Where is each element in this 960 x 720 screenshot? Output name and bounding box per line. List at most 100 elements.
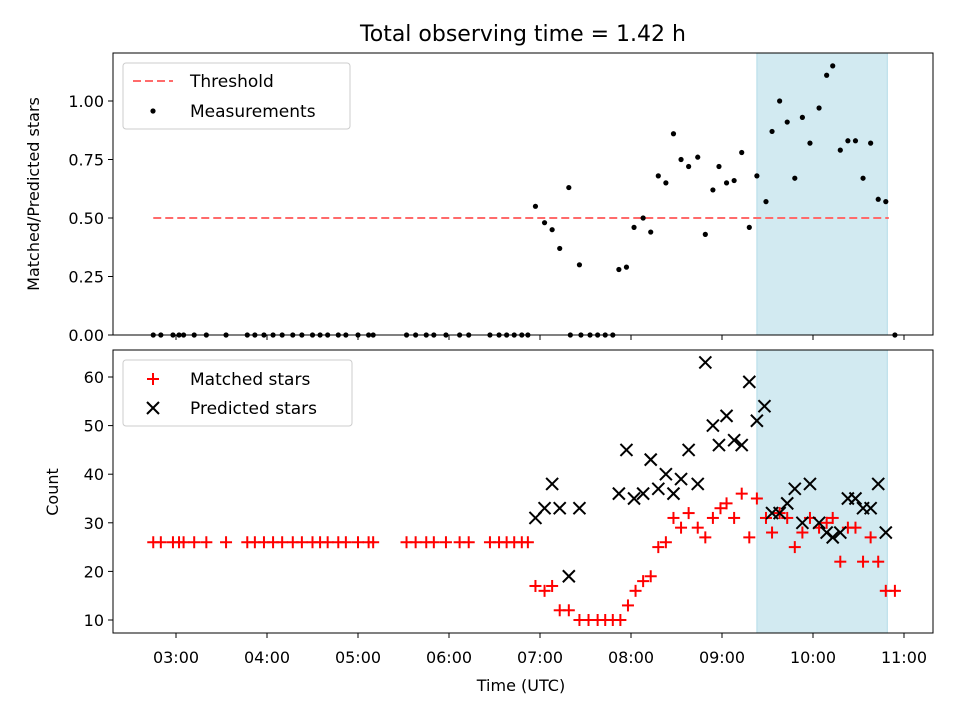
matched-star-point — [295, 536, 308, 549]
matched-star-point — [321, 536, 334, 549]
bottom-y-axis-label: Count — [43, 468, 62, 516]
measurement-point — [754, 173, 760, 179]
matched-star-point — [872, 555, 885, 568]
matched-star-point — [546, 579, 559, 592]
top-legend: Threshold Measurements — [122, 62, 351, 130]
top-shaded-interval — [756, 52, 888, 336]
measurement-point — [648, 229, 654, 235]
top-y-tick-label: 0.75 — [68, 151, 104, 170]
predicted-star-point — [879, 525, 893, 540]
predicted-star-point — [780, 496, 794, 511]
matched-star-point — [188, 536, 201, 549]
top-y-tick-label: 0.25 — [68, 268, 104, 287]
measurement-point — [723, 180, 730, 186]
matched-star-point — [538, 584, 551, 597]
top-y-axis-label: Matched/Predicted stars — [24, 97, 43, 291]
measurement-point — [777, 98, 783, 104]
matched-star-point — [529, 579, 542, 592]
measurement-point — [557, 245, 563, 252]
bottom-y-tick-label: 20 — [84, 562, 104, 581]
measurement-point — [883, 199, 889, 205]
legend-predicted-label: Predicted stars — [190, 399, 317, 419]
bottom-x-axis-label: Time (UTC) — [476, 676, 565, 695]
predicted-star-point — [803, 477, 817, 491]
predicted-star-point — [812, 516, 826, 530]
predicted-star-point — [651, 482, 666, 496]
measurement-point — [549, 227, 555, 233]
matched-star-point — [706, 511, 719, 524]
measurement-point — [663, 180, 669, 186]
measurement-point — [807, 140, 813, 146]
bottom-x-tick-label: 06:00 — [426, 648, 472, 667]
measurement-point — [702, 231, 708, 237]
measurement-point — [784, 119, 790, 125]
matched-star-point — [339, 536, 352, 549]
matched-star-point — [220, 536, 233, 549]
measurement-point — [716, 163, 722, 170]
bottom-x-tick-label: 05:00 — [335, 648, 381, 667]
bottom-x-tick-label: 08:00 — [608, 648, 654, 667]
matched-star-point — [637, 575, 650, 588]
predicted-star-point — [742, 375, 757, 389]
bottom-y-tick-label: 40 — [84, 465, 104, 484]
measurement-point — [792, 175, 798, 181]
bottom-x-tick-label: 10:00 — [790, 648, 836, 667]
predicted-star-point — [681, 443, 696, 457]
predicted-star-point — [636, 486, 650, 501]
measurement-point — [746, 224, 752, 230]
matched-star-point — [562, 604, 575, 617]
matched-star-point — [834, 555, 847, 568]
measurement-point — [845, 138, 851, 144]
matched-star-point — [857, 555, 870, 568]
measurement-point — [852, 138, 859, 144]
predicted-star-point — [735, 438, 749, 452]
bottom-y-tick-label: 30 — [84, 514, 104, 533]
bottom-shaded-interval — [756, 349, 888, 634]
predicted-star-point — [772, 506, 787, 520]
predicted-star-point — [537, 501, 552, 515]
predicted-star-point — [612, 486, 626, 501]
predicted-star-point — [863, 501, 878, 515]
matched-star-point — [864, 531, 877, 544]
matched-star-point — [367, 536, 380, 549]
matched-star-point — [276, 536, 289, 549]
legend-threshold-label: Threshold — [189, 72, 274, 92]
matched-star-point — [652, 541, 665, 554]
measurement-point — [830, 63, 836, 69]
predicted-star-point — [833, 525, 848, 540]
bottom-x-tick-label: 11:00 — [881, 648, 927, 667]
top-panel: 0.00 0.25 0.50 0.75 1.00 Total observing tim… — [24, 22, 934, 345]
top-y-tick-label: 0.50 — [68, 209, 104, 228]
matched-star-point — [462, 536, 475, 549]
bottom-y-tick-label: 50 — [84, 417, 104, 436]
predicted-star-point — [659, 467, 673, 481]
bottom-x-tick-label: 03:00 — [153, 648, 199, 667]
matched-star-point — [714, 502, 727, 515]
matched-star-point — [200, 536, 213, 549]
matched-star-point — [826, 511, 839, 524]
predicted-star-point — [572, 501, 587, 515]
measurement-point — [686, 163, 692, 170]
measurement-point — [640, 215, 646, 221]
matched-star-point — [682, 507, 695, 520]
measurement-point — [623, 264, 630, 270]
measurement-point — [875, 196, 881, 202]
matched-star-point — [728, 511, 741, 524]
matched-star-point — [849, 521, 862, 534]
matched-star-point — [154, 536, 167, 549]
bottom-panel: 10 20 30 40 50 60 03:00 04:00 05:00 06:00 07:00 08… — [43, 349, 934, 695]
predicted-star-point — [619, 443, 634, 457]
measurement-point — [769, 128, 775, 135]
measurement-point — [763, 199, 769, 205]
matched-star-point — [621, 599, 634, 612]
matched-star-point — [352, 536, 364, 549]
measurement-point — [616, 266, 622, 273]
legend-measurements-swatch — [150, 108, 156, 114]
predicted-star-point — [795, 516, 810, 530]
predicted-star-point — [644, 452, 658, 467]
predicted-star-point — [562, 569, 576, 583]
predicted-star-point — [691, 477, 705, 491]
matched-star-point — [735, 487, 748, 500]
predicted-star-point — [727, 433, 741, 447]
legend-matched-label: Matched stars — [190, 370, 310, 390]
